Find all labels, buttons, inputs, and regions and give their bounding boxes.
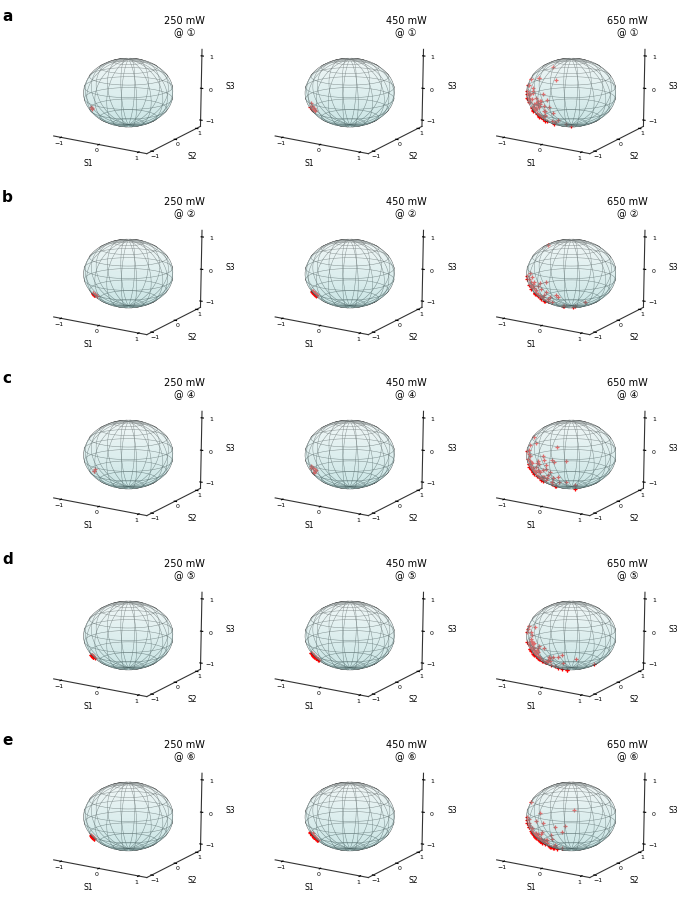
Text: d: d — [2, 552, 13, 567]
Y-axis label: S2: S2 — [630, 876, 640, 885]
Text: 450 mW
@ ⑥: 450 mW @ ⑥ — [386, 739, 426, 762]
X-axis label: S1: S1 — [83, 340, 92, 349]
Text: 450 mW
@ ②: 450 mW @ ② — [386, 197, 426, 219]
X-axis label: S1: S1 — [526, 521, 536, 530]
Y-axis label: S2: S2 — [630, 333, 640, 342]
Text: b: b — [2, 190, 13, 205]
Text: 450 mW
@ ⑤: 450 mW @ ⑤ — [386, 558, 426, 581]
Y-axis label: S2: S2 — [630, 514, 640, 523]
Y-axis label: S2: S2 — [408, 152, 418, 161]
Y-axis label: S2: S2 — [408, 333, 418, 342]
Text: 250 mW
@ ⑥: 250 mW @ ⑥ — [164, 739, 205, 762]
X-axis label: S1: S1 — [526, 702, 536, 711]
X-axis label: S1: S1 — [83, 883, 92, 892]
Y-axis label: S2: S2 — [408, 695, 418, 704]
Text: a: a — [2, 9, 12, 24]
X-axis label: S1: S1 — [305, 340, 314, 349]
X-axis label: S1: S1 — [526, 883, 536, 892]
X-axis label: S1: S1 — [305, 521, 314, 530]
Text: 250 mW
@ ④: 250 mW @ ④ — [164, 377, 205, 400]
Text: 250 mW
@ ⑤: 250 mW @ ⑤ — [164, 558, 205, 581]
X-axis label: S1: S1 — [305, 883, 314, 892]
X-axis label: S1: S1 — [83, 702, 92, 711]
Text: 250 mW
@ ①: 250 mW @ ① — [164, 16, 205, 38]
Y-axis label: S2: S2 — [408, 876, 418, 885]
Text: 650 mW
@ ④: 650 mW @ ④ — [607, 377, 648, 400]
Text: 650 mW
@ ②: 650 mW @ ② — [607, 197, 648, 219]
Y-axis label: S2: S2 — [187, 876, 197, 885]
Y-axis label: S2: S2 — [187, 514, 197, 523]
Text: 450 mW
@ ①: 450 mW @ ① — [386, 16, 426, 38]
Text: 250 mW
@ ②: 250 mW @ ② — [164, 197, 205, 219]
Text: 650 mW
@ ⑥: 650 mW @ ⑥ — [607, 739, 648, 762]
Text: c: c — [2, 371, 11, 386]
Text: 650 mW
@ ①: 650 mW @ ① — [607, 16, 648, 38]
X-axis label: S1: S1 — [305, 702, 314, 711]
Y-axis label: S2: S2 — [408, 514, 418, 523]
Text: 450 mW
@ ④: 450 mW @ ④ — [386, 377, 426, 400]
X-axis label: S1: S1 — [83, 521, 92, 530]
Text: e: e — [2, 733, 12, 748]
Y-axis label: S2: S2 — [187, 333, 197, 342]
Text: 650 mW
@ ⑤: 650 mW @ ⑤ — [607, 558, 648, 581]
X-axis label: S1: S1 — [83, 159, 92, 168]
Y-axis label: S2: S2 — [630, 695, 640, 704]
Y-axis label: S2: S2 — [187, 695, 197, 704]
Y-axis label: S2: S2 — [187, 152, 197, 161]
X-axis label: S1: S1 — [305, 159, 314, 168]
X-axis label: S1: S1 — [526, 159, 536, 168]
X-axis label: S1: S1 — [526, 340, 536, 349]
Y-axis label: S2: S2 — [630, 152, 640, 161]
